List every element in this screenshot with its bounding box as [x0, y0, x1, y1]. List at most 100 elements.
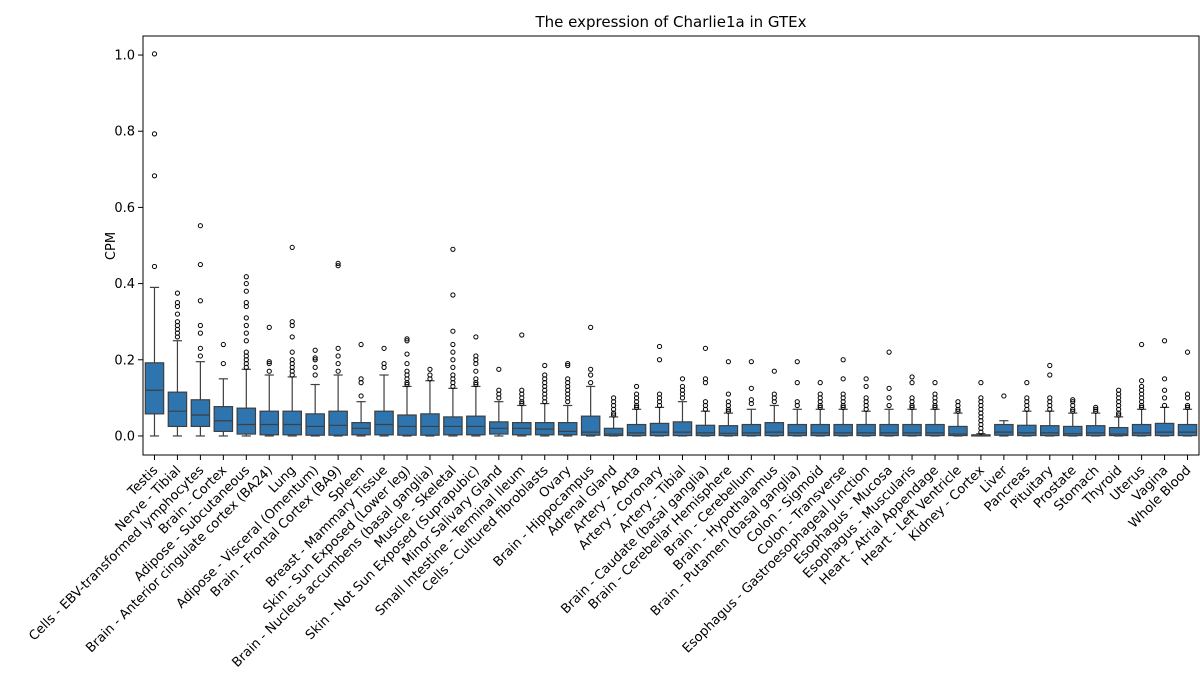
outlier-point [1047, 372, 1053, 378]
outlier-point [496, 366, 502, 372]
box-group [328, 260, 348, 437]
box [649, 422, 670, 437]
box-group [1039, 362, 1060, 437]
outlier-point [243, 280, 249, 287]
box-group [925, 380, 945, 437]
box [994, 423, 1014, 436]
box [1017, 424, 1037, 437]
outlier-point [404, 368, 410, 374]
box [1039, 425, 1060, 437]
box [397, 414, 417, 436]
outlier-point [633, 383, 640, 390]
outlier-point [542, 372, 548, 378]
outlier-point [748, 397, 754, 403]
outlier-point [588, 380, 594, 386]
outlier-point [679, 383, 686, 390]
outlier-point [978, 395, 984, 401]
outlier-point [1161, 395, 1168, 401]
outlier-point [840, 376, 846, 382]
outlier-point [243, 288, 249, 294]
outlier-point [519, 400, 525, 407]
outlier-point [450, 349, 456, 355]
box [466, 415, 486, 436]
box-group [534, 362, 555, 437]
box-group [282, 244, 303, 437]
box [603, 427, 624, 437]
outlier-point [1161, 338, 1168, 344]
outlier-point [1047, 395, 1053, 401]
outlier-point [909, 395, 915, 401]
outlier-point [863, 395, 869, 401]
outlier-point [381, 345, 387, 351]
outlier-point [174, 300, 181, 306]
outlier-point [174, 290, 181, 296]
outlier-point [473, 381, 479, 388]
box-group [580, 324, 601, 437]
box-group [557, 360, 578, 437]
box-group [603, 395, 624, 437]
outlier-point [1184, 402, 1191, 409]
outlier-point [1070, 408, 1076, 414]
outlier-point [312, 372, 318, 378]
box-group [994, 393, 1014, 437]
outlier-point [1139, 404, 1145, 410]
y-tick-label: 0.6 [114, 201, 135, 216]
outlier-point [197, 298, 203, 304]
outlier-point [312, 357, 318, 363]
outlier-point [381, 360, 387, 367]
box-group [810, 380, 831, 437]
box-group [397, 336, 417, 437]
box-group [259, 324, 280, 437]
box [236, 407, 257, 435]
box-group [695, 345, 716, 437]
box-group [764, 368, 785, 437]
outlier-point [473, 334, 479, 340]
outlier-point [725, 391, 731, 397]
outlier-point [702, 399, 709, 405]
outlier-point [932, 391, 938, 397]
outlier-point [1093, 404, 1099, 410]
outlier-point [427, 372, 433, 378]
outlier-point [565, 376, 571, 382]
outlier-point [886, 385, 892, 391]
outlier-point [335, 360, 341, 367]
box-group [213, 341, 234, 437]
outlier-point [335, 353, 341, 359]
outlier-point [404, 351, 410, 357]
outlier-point [1116, 387, 1122, 393]
outlier-point [289, 349, 295, 355]
box-group [649, 343, 670, 437]
outlier-point [473, 368, 479, 374]
box [672, 421, 693, 437]
outlier-point [1070, 399, 1076, 405]
box [787, 423, 808, 437]
outlier-point [243, 300, 249, 306]
outlier-point [151, 131, 158, 137]
outlier-point [404, 381, 410, 388]
box-group [190, 223, 211, 437]
outlier-point [1184, 391, 1191, 397]
box-group [741, 359, 762, 437]
box [1085, 425, 1106, 437]
outlier-point [794, 380, 800, 386]
outlier-point [220, 360, 226, 367]
outlier-point [909, 374, 915, 380]
outlier-point [151, 51, 158, 57]
outlier-point [1093, 406, 1099, 412]
outlier-point [220, 341, 226, 348]
outlier-point [404, 336, 410, 342]
outlier-point [863, 376, 869, 382]
box [167, 391, 188, 428]
outlier-point [1161, 402, 1168, 409]
box-group [351, 341, 371, 437]
outlier-point [656, 391, 663, 397]
outlier-point [197, 345, 203, 351]
outlier-point [932, 380, 938, 386]
box [282, 410, 303, 436]
box-group [420, 366, 440, 437]
box [213, 406, 234, 432]
outlier-point [840, 391, 846, 397]
outlier-point [197, 322, 203, 329]
outlier-point [197, 223, 203, 229]
outlier-point [1139, 341, 1145, 348]
